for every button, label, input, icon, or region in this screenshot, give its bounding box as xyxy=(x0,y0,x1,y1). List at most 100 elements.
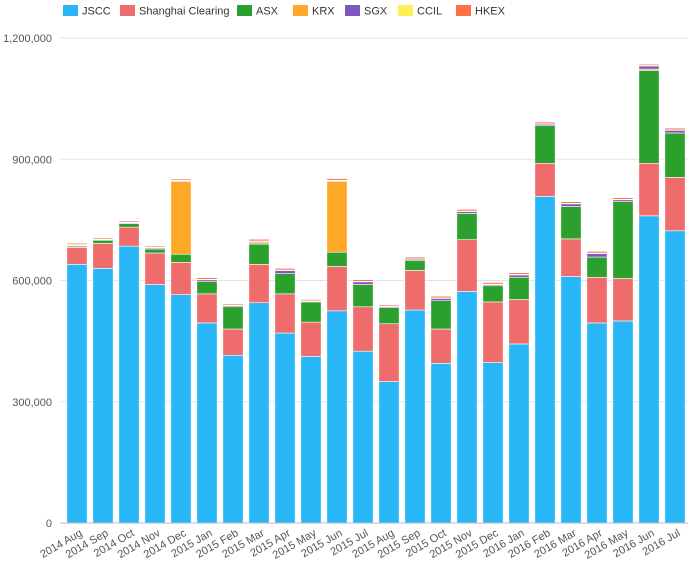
bar-segment-asx[interactable] xyxy=(534,125,556,164)
bar-segment-jscc[interactable] xyxy=(404,309,426,524)
bar-segment-shanghai-clearing[interactable] xyxy=(144,252,166,285)
bar-segment-jscc[interactable] xyxy=(638,215,660,524)
bar-segment-jscc[interactable] xyxy=(430,363,452,524)
bar-segment-jscc[interactable] xyxy=(482,362,504,524)
bar-segment-shanghai-clearing[interactable] xyxy=(586,276,608,324)
bar-segment-hkex[interactable] xyxy=(612,197,634,200)
bar-segment-shanghai-clearing[interactable] xyxy=(352,306,374,352)
bar-segment-jscc[interactable] xyxy=(248,302,270,524)
bar-segment-shanghai-clearing[interactable] xyxy=(170,262,192,295)
bar-group-2016-jun xyxy=(638,63,660,524)
bar-group-2015-sep xyxy=(404,256,426,524)
bar-segment-jscc[interactable] xyxy=(586,322,608,524)
bar-segment-jscc[interactable] xyxy=(560,276,582,524)
bar-segment-asx[interactable] xyxy=(118,223,140,228)
bar-segment-hkex[interactable] xyxy=(222,303,244,306)
bar-segment-shanghai-clearing[interactable] xyxy=(222,328,244,356)
bar-segment-shanghai-clearing[interactable] xyxy=(248,264,270,304)
bar-segment-hkex[interactable] xyxy=(534,121,556,124)
bar-segment-sgx[interactable] xyxy=(586,253,608,258)
bar-segment-jscc[interactable] xyxy=(664,230,686,524)
bar-segment-shanghai-clearing[interactable] xyxy=(66,247,88,265)
bar-segment-asx[interactable] xyxy=(638,70,660,164)
bar-segment-shanghai-clearing[interactable] xyxy=(92,243,114,269)
bar-segment-shanghai-clearing[interactable] xyxy=(274,293,296,334)
bar-segment-hkex[interactable] xyxy=(482,282,504,285)
bar-segment-shanghai-clearing[interactable] xyxy=(300,321,322,357)
bar-segment-jscc[interactable] xyxy=(274,332,296,524)
bar-segment-hkex[interactable] xyxy=(404,256,426,259)
bar-segment-hkex[interactable] xyxy=(378,304,400,307)
bar-segment-asx[interactable] xyxy=(222,306,244,330)
bar-segment-jscc[interactable] xyxy=(456,291,478,524)
bar-group-2015-jul xyxy=(352,279,374,524)
bar-segment-asx[interactable] xyxy=(326,251,348,267)
bar-segment-asx[interactable] xyxy=(378,307,400,325)
bar-segment-jscc[interactable] xyxy=(170,294,192,524)
bar-segment-hkex[interactable] xyxy=(664,127,686,131)
bar-segment-asx[interactable] xyxy=(664,132,686,178)
bar-segment-asx[interactable] xyxy=(170,253,192,263)
bar-segment-hkex[interactable] xyxy=(456,209,478,212)
bar-segment-hkex[interactable] xyxy=(326,178,348,181)
bar-segment-asx[interactable] xyxy=(300,301,322,323)
bar-segment-jscc[interactable] xyxy=(196,322,218,524)
bar-segment-asx[interactable] xyxy=(404,259,426,271)
bar-segment-asx[interactable] xyxy=(456,213,478,240)
bar-segment-hkex[interactable] xyxy=(638,63,660,66)
bar-segment-krx[interactable] xyxy=(170,181,192,255)
bar-segment-shanghai-clearing[interactable] xyxy=(482,301,504,363)
bar-segment-asx[interactable] xyxy=(196,281,218,295)
bar-segment-krx[interactable] xyxy=(326,181,348,253)
bar-segment-hkex[interactable] xyxy=(170,178,192,181)
bar-segment-hkex[interactable] xyxy=(196,277,218,280)
bar-segment-shanghai-clearing[interactable] xyxy=(638,162,660,217)
bar-segment-shanghai-clearing[interactable] xyxy=(612,278,634,322)
bar-segment-shanghai-clearing[interactable] xyxy=(196,293,218,324)
bar-segment-jscc[interactable] xyxy=(222,354,244,524)
bar-segment-shanghai-clearing[interactable] xyxy=(560,238,582,277)
bar-segment-hkex[interactable] xyxy=(508,272,530,275)
bar-segment-hkex[interactable] xyxy=(274,268,296,271)
bar-segment-hkex[interactable] xyxy=(430,295,452,299)
bar-segment-jscc[interactable] xyxy=(300,356,322,524)
bar-segment-hkex[interactable] xyxy=(118,220,140,223)
bar-segment-jscc[interactable] xyxy=(66,264,88,524)
bar-segment-jscc[interactable] xyxy=(612,320,634,524)
bar-segment-asx[interactable] xyxy=(248,243,270,265)
bar-segment-hkex[interactable] xyxy=(586,251,608,254)
bar-segment-shanghai-clearing[interactable] xyxy=(430,328,452,364)
bar-segment-shanghai-clearing[interactable] xyxy=(664,177,686,232)
bar-segment-asx[interactable] xyxy=(274,273,296,295)
bar-segment-shanghai-clearing[interactable] xyxy=(508,299,530,345)
bar-segment-shanghai-clearing[interactable] xyxy=(326,266,348,312)
bar-segment-shanghai-clearing[interactable] xyxy=(118,226,140,247)
bar-segment-asx[interactable] xyxy=(560,206,582,240)
bar-segment-hkex[interactable] xyxy=(144,245,166,248)
bar-segment-asx[interactable] xyxy=(612,201,634,279)
bar-segment-shanghai-clearing[interactable] xyxy=(456,239,478,292)
bar-segment-asx[interactable] xyxy=(482,285,504,303)
bar-segment-jscc[interactable] xyxy=(118,245,140,524)
bar-segment-hkex[interactable] xyxy=(248,238,270,242)
bar-segment-jscc[interactable] xyxy=(508,343,530,524)
bar-segment-shanghai-clearing[interactable] xyxy=(378,323,400,382)
bar-segment-asx[interactable] xyxy=(430,300,452,330)
bar-segment-hkex[interactable] xyxy=(66,243,88,245)
bar-segment-jscc[interactable] xyxy=(534,196,556,524)
bar-segment-hkex[interactable] xyxy=(352,279,374,282)
bar-segment-jscc[interactable] xyxy=(326,310,348,524)
bar-segment-jscc[interactable] xyxy=(92,268,114,524)
bar-segment-asx[interactable] xyxy=(508,276,530,300)
bar-segment-hkex[interactable] xyxy=(560,201,582,204)
bar-segment-asx[interactable] xyxy=(352,284,374,308)
bar-segment-jscc[interactable] xyxy=(144,284,166,524)
bar-segment-jscc[interactable] xyxy=(378,381,400,524)
bar-segment-jscc[interactable] xyxy=(352,350,374,524)
bar-segment-hkex[interactable] xyxy=(300,299,322,302)
bar-segment-shanghai-clearing[interactable] xyxy=(404,270,426,311)
bar-segment-asx[interactable] xyxy=(586,256,608,278)
bar-segment-hkex[interactable] xyxy=(92,237,114,240)
bar-segment-asx[interactable] xyxy=(144,248,166,254)
bar-segment-shanghai-clearing[interactable] xyxy=(534,162,556,197)
